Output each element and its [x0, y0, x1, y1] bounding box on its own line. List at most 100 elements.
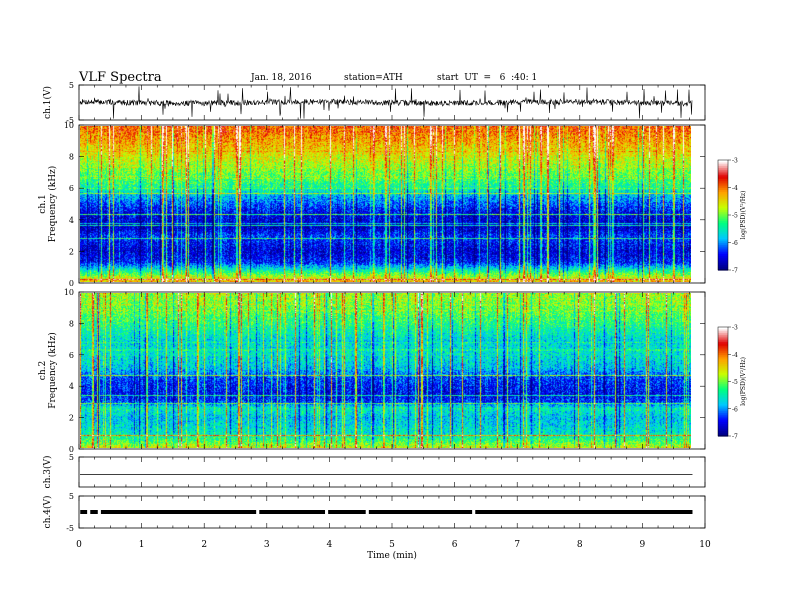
colorbar-cell: [718, 430, 728, 433]
date-label: Jan. 18, 2016: [251, 73, 312, 83]
colorbar-cell: [718, 363, 728, 366]
colorbar-cell: [718, 205, 728, 209]
ch4-waveform-tick-label: -5: [66, 524, 74, 533]
colorbar-cell: [718, 356, 728, 359]
colorbar-cell: [718, 337, 728, 341]
colorbar-cell: [718, 220, 728, 223]
colorbar-cell: [718, 213, 728, 216]
ch4-waveform-band: [80, 510, 88, 514]
ch2-spectrogram-tick-label: 0: [69, 445, 74, 454]
ch1-spectrogram-tick-label: 4: [69, 216, 74, 225]
colorbar-cell: [718, 370, 728, 374]
colorbar-cell: [718, 396, 728, 399]
colorbar-cell: [718, 244, 728, 247]
colorbar-cell: [718, 227, 728, 231]
colorbar-cell: [718, 183, 728, 187]
ch1-waveform-tick-label: -5: [66, 116, 74, 125]
colorbar-cell: [718, 359, 728, 363]
colorbar-tick-label: -3: [732, 325, 738, 332]
x-tick-label: 9: [640, 540, 646, 550]
colorbar-cell: [718, 328, 728, 332]
colorbar-cell: [718, 345, 728, 348]
ch2-spectrogram-tick-label: 10: [64, 288, 74, 297]
ch1-spectrogram-tick-label: 10: [64, 121, 74, 130]
colorbar-cell: [718, 215, 728, 218]
colorbar-cell: [718, 381, 728, 384]
colorbar-cell: [718, 397, 728, 401]
colorbar-cell: [718, 255, 728, 258]
colorbar-cell: [718, 383, 728, 386]
x-tick-label: 3: [264, 540, 270, 550]
ch4-waveform-band: [475, 510, 693, 514]
colorbar-tick-label: -6: [732, 406, 738, 413]
colorbar-cell: [718, 233, 728, 236]
x-tick-label: 6: [452, 540, 458, 550]
colorbar-cell: [718, 327, 728, 330]
colorbar-cell: [718, 348, 728, 352]
ch4-waveform-band: [90, 510, 98, 514]
colorbar-cell: [718, 193, 728, 196]
colorbar-tick-label: -7: [732, 434, 738, 441]
ch4-waveform-band: [259, 510, 326, 514]
colorbar-cell: [718, 182, 728, 185]
colorbar-tick-label: -6: [732, 240, 738, 247]
colorbar-cell: [718, 408, 728, 412]
colorbar-cell: [718, 169, 728, 172]
colorbar-cell: [718, 352, 728, 355]
ch1-spectrogram-tick-label: 0: [69, 279, 74, 288]
colorbar-tick-label: -5: [732, 213, 738, 220]
colorbar-cell: [718, 248, 728, 251]
colorbar-cell: [718, 187, 728, 190]
colorbar-cell: [718, 165, 728, 168]
ch1-spectrogram-ylabel: ch.1Frequency (kHz): [38, 166, 58, 243]
colorbar-cell: [718, 207, 728, 211]
colorbar-cell: [718, 246, 728, 249]
x-tick-label: 4: [327, 540, 333, 550]
x-tick-label: 10: [699, 540, 711, 550]
ch1-spectrogram-tick-label: 8: [69, 153, 74, 162]
colorbar-cell: [718, 434, 728, 437]
colorbar-cell: [718, 343, 728, 346]
colorbar-cell: [718, 218, 728, 222]
colorbar-tick-label: -7: [732, 268, 738, 275]
ch4-waveform-band: [328, 510, 366, 514]
colorbar-cell: [718, 211, 728, 214]
x-tick-label: 1: [139, 540, 145, 550]
colorbar-cell: [718, 388, 728, 392]
ch2-spectrogram-tick-label: 8: [69, 319, 74, 328]
colorbar-cell: [718, 428, 728, 432]
colorbar-cell: [718, 406, 728, 410]
colorbar-cell: [718, 202, 728, 205]
colorbar-cell: [718, 171, 728, 174]
ch1-waveform-ylabel: ch.1(V): [42, 86, 53, 119]
colorbar-cell: [718, 357, 728, 361]
colorbar-cell: [718, 216, 728, 220]
colorbar-cell: [718, 238, 728, 242]
ch4-waveform-band: [100, 510, 257, 514]
colorbar-cell: [718, 237, 728, 240]
colorbar-cell: [718, 266, 728, 269]
colorbar-cell: [718, 240, 728, 244]
colorbar-cell: [718, 257, 728, 260]
colorbar-cell: [718, 160, 728, 163]
colorbar-cell: [718, 401, 728, 404]
colorbar-cell: [718, 346, 728, 350]
colorbar-cell: [718, 405, 728, 408]
colorbar-cell: [718, 419, 728, 423]
colorbar-cell: [718, 167, 728, 170]
x-axis-label: Time (min): [367, 550, 417, 561]
colorbar-cell: [718, 385, 728, 388]
colorbar-cell: [718, 394, 728, 397]
colorbar-cell: [718, 377, 728, 381]
colorbar-cell: [718, 163, 728, 167]
colorbar-cell: [718, 432, 728, 435]
colorbar-cell: [718, 259, 728, 262]
colorbar-cell: [718, 361, 728, 364]
colorbar-cell: [718, 390, 728, 393]
ch1-spectrogram-image: [80, 126, 691, 282]
colorbar-cell: [718, 392, 728, 395]
colorbar-cell: [718, 268, 728, 271]
colorbar-cell: [718, 425, 728, 428]
colorbar-cell: [718, 332, 728, 335]
colorbar-cell: [718, 386, 728, 390]
